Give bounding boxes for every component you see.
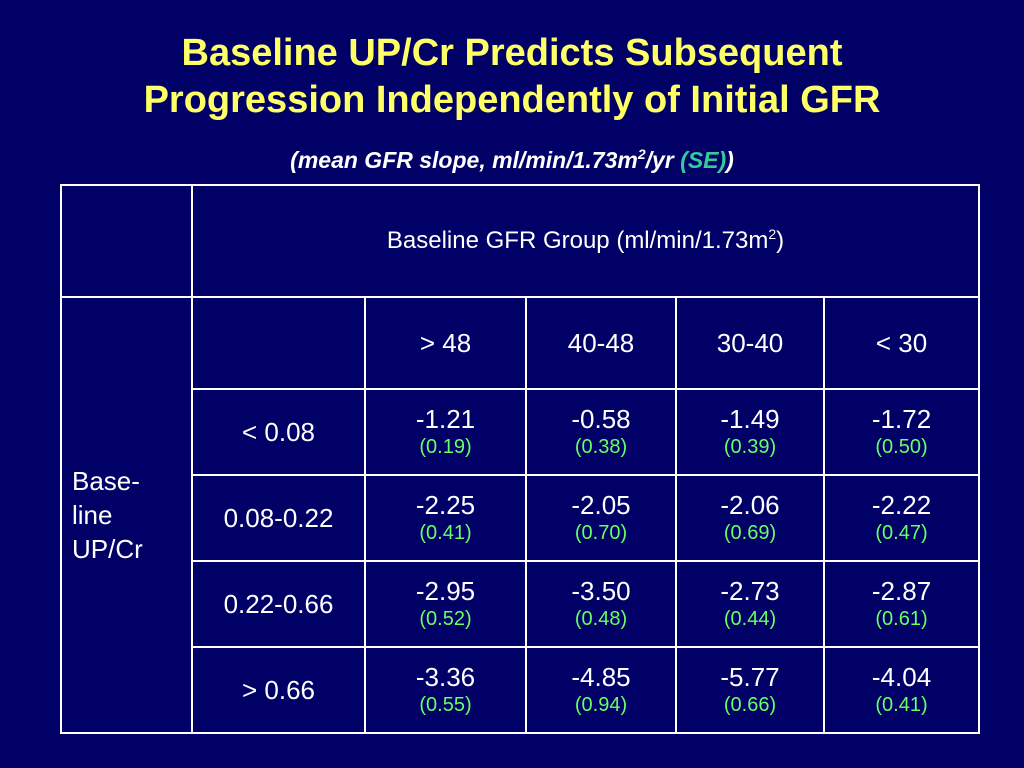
row-label: 0.22-0.66 — [191, 560, 366, 648]
subtitle-suffix: ) — [726, 147, 734, 173]
cell-se: (0.69) — [723, 522, 777, 544]
cell-se: (0.19) — [419, 436, 472, 458]
cell-value: -2.73 — [720, 576, 780, 606]
slide-title: Baseline UP/Cr Predicts Subsequent Progr… — [0, 30, 1024, 124]
cell-se: (0.61) — [875, 608, 928, 630]
group-header-cell: Baseline GFR Group (ml/min/1.73m2) — [190, 184, 981, 298]
side-label-line-1: Base- — [72, 466, 140, 496]
cell-value: -4.04 — [871, 662, 932, 692]
cell-se: (0.39) — [723, 436, 777, 458]
cell-value: -3.50 — [571, 576, 631, 606]
table-cell: -4.85 (0.94) — [525, 646, 677, 734]
table-cell: -2.73 (0.44) — [675, 560, 825, 648]
cell-se: (0.41) — [875, 694, 928, 716]
subtitle-se: (SE) — [680, 147, 727, 173]
slide-subtitle: (mean GFR slope, ml/min/1.73m2/yr (SE)) — [0, 145, 1024, 175]
cell-value: -3.36 — [415, 662, 476, 692]
cell-value: -1.21 — [415, 404, 476, 434]
cell-value: -0.58 — [571, 404, 631, 434]
cell-se: (0.41) — [419, 522, 472, 544]
cell-value: -2.05 — [571, 490, 631, 520]
table-cell: -2.22 (0.47) — [822, 474, 981, 562]
cell-value: -2.95 — [415, 576, 476, 606]
side-label-line-3: UP/Cr — [72, 534, 143, 564]
table-cell: -1.72 (0.50) — [822, 388, 981, 476]
subtitle-prefix: (mean GFR slope, ml/min/1.73m — [290, 147, 638, 173]
title-line-2: Progression Independently of Initial GFR — [143, 79, 881, 121]
table-cell: -5.77 (0.66) — [675, 646, 825, 734]
side-label-line-2: line — [72, 500, 113, 530]
table-cell: -2.05 (0.70) — [525, 474, 677, 562]
column-header: 30-40 — [675, 296, 825, 390]
table-cell: -2.06 (0.69) — [675, 474, 825, 562]
cell-value: -1.49 — [720, 404, 780, 434]
group-header-close: ) — [776, 227, 785, 254]
row-label: > 0.66 — [191, 646, 366, 734]
cell-value: -1.72 — [871, 404, 932, 434]
cell-se: (0.94) — [574, 694, 628, 716]
cell-se: (0.55) — [419, 694, 472, 716]
table-cell: -1.49 (0.39) — [675, 388, 825, 476]
subtitle-mid: /yr — [645, 147, 681, 173]
cell-se: (0.48) — [574, 608, 628, 630]
cell-value: -2.22 — [871, 490, 932, 520]
table-row: 0.08-0.22 -2.25 (0.41) -2.05 (0.70) -2.06(… — [61, 474, 981, 562]
gfr-slope-table: Baseline GFR Group (ml/min/1.73m2) Base-… — [60, 184, 981, 734]
table-row: 0.22-0.66 -2.95 (0.52) -3.50 (0.48) -2.73(… — [61, 560, 981, 648]
cell-value: -4.85 — [571, 662, 631, 692]
column-header: < 30 — [822, 296, 981, 390]
table-row: > 0.66 -3.36 (0.55) -4.85 (0.94) -5.77 (0.6… — [61, 646, 981, 734]
cell-se: (0.52) — [419, 608, 472, 630]
column-header: 40-48 — [525, 296, 677, 390]
table-cell: -2.95 (0.52) — [364, 560, 527, 648]
title-line-1: Baseline UP/Cr Predicts Subsequent — [181, 32, 843, 74]
row-label: < 0.08 — [191, 388, 366, 476]
cell-se: (0.66) — [723, 694, 777, 716]
cell-value: -2.87 — [871, 576, 932, 606]
table-cell: -2.25 (0.41) — [364, 474, 527, 562]
table-cell: -0.58 (0.38) — [525, 388, 677, 476]
cell-value: -2.06 — [720, 490, 780, 520]
table-cell: -4.04 (0.41) — [822, 646, 981, 734]
cell-se: (0.47) — [875, 522, 928, 544]
table-cell: -3.50 (0.48) — [525, 560, 677, 648]
column-header: > 48 — [364, 296, 527, 390]
corner-cell — [60, 184, 193, 298]
table-cell: -1.21 (0.19) — [364, 388, 527, 476]
cell-value: -5.77 — [720, 662, 780, 692]
subtitle-sup: 2 — [637, 146, 646, 162]
table-cell: -2.87 (0.61) — [822, 560, 981, 648]
row-label: 0.08-0.22 — [191, 474, 366, 562]
row-header-corner — [191, 296, 366, 390]
table-cell: -3.36 (0.55) — [364, 646, 527, 734]
side-label-cell: Base- line UP/Cr — [60, 296, 193, 734]
column-header-row: Base- line UP/Cr > 48 40-48 30-40 < 30 — [60, 296, 981, 734]
cell-se: (0.44) — [723, 608, 777, 630]
group-header-text: Baseline GFR Group (ml/min/1.73m — [386, 227, 769, 254]
cell-se: (0.70) — [574, 522, 628, 544]
cell-value: -2.25 — [415, 490, 476, 520]
group-header-sup: 2 — [768, 226, 777, 242]
table-row: < 0.08 -1.21 (0.19) -0.58 (0.38) -1.49 (0.3… — [61, 388, 981, 476]
cell-se: (0.38) — [574, 436, 628, 458]
group-header-row: Baseline GFR Group (ml/min/1.73m2) — [60, 184, 981, 298]
cell-se: (0.50) — [875, 436, 928, 458]
